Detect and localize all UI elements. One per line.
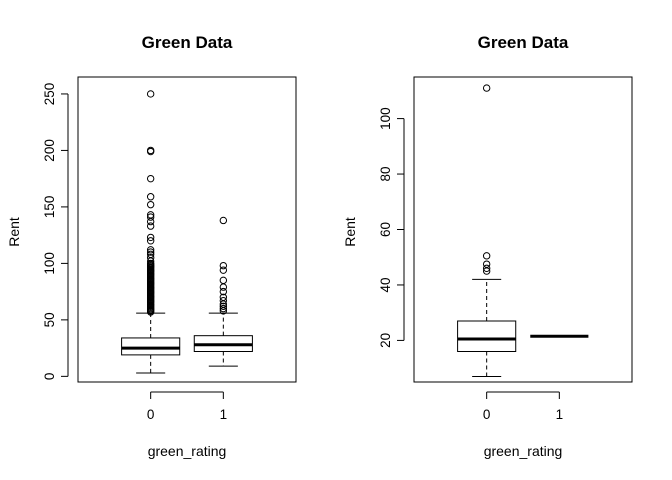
outlier-point bbox=[146, 211, 155, 219]
y-tick-label: 40 bbox=[378, 277, 393, 292]
y-tick-label: 100 bbox=[378, 107, 393, 130]
outlier-point bbox=[219, 304, 228, 313]
y-tick-label: 80 bbox=[378, 167, 393, 182]
outlier-point bbox=[146, 90, 155, 98]
x-tick-label: 0 bbox=[147, 407, 155, 422]
outlier-point bbox=[219, 296, 228, 305]
outlier-point bbox=[219, 293, 228, 301]
y-tick-label: 60 bbox=[378, 222, 393, 237]
outlier-point bbox=[146, 200, 155, 209]
y-axis-label: Rent bbox=[342, 217, 358, 247]
right-boxplot-panel: Green Data green_rating Rent 20 40 60 80 100… bbox=[342, 33, 633, 459]
outlier-point bbox=[146, 246, 155, 254]
outlier-point bbox=[482, 267, 491, 275]
y-tick-label: 250 bbox=[42, 83, 57, 106]
y-tick-label: 50 bbox=[42, 312, 57, 327]
outlier-point bbox=[482, 84, 491, 92]
chart-title: Green Data bbox=[478, 33, 569, 52]
outlier-point bbox=[482, 252, 491, 260]
outlier-point bbox=[482, 264, 491, 273]
outlier-point bbox=[146, 237, 155, 245]
y-tick-label: 150 bbox=[42, 196, 57, 219]
x-axis-label: green_rating bbox=[148, 443, 227, 459]
x-tick-label: 1 bbox=[220, 407, 228, 422]
y-tick-label: 100 bbox=[42, 252, 57, 275]
outlier-point bbox=[146, 174, 155, 183]
left-boxplot-panel: Green Data green_rating Rent 0 50 100 150 20… bbox=[6, 33, 297, 459]
outlier-point bbox=[219, 216, 228, 225]
x-axis-label: green_rating bbox=[484, 443, 563, 459]
outlier-point bbox=[219, 266, 228, 274]
outlier-point bbox=[146, 259, 155, 268]
outlier-point bbox=[146, 146, 155, 155]
outlier-point bbox=[219, 302, 228, 311]
outlier-point bbox=[482, 260, 491, 268]
outlier-point bbox=[146, 222, 155, 230]
outlier-point bbox=[219, 261, 228, 270]
y-axis-label: Rent bbox=[6, 217, 22, 247]
outlier-point bbox=[219, 276, 228, 285]
y-tick-label: 20 bbox=[378, 333, 393, 348]
outlier-point bbox=[146, 193, 155, 201]
outlier-point bbox=[219, 287, 228, 296]
outlier-point bbox=[146, 254, 155, 262]
x-tick-label: 0 bbox=[483, 407, 491, 422]
plot-frame bbox=[413, 76, 633, 383]
y-tick-label: 0 bbox=[42, 373, 57, 381]
outlier-point bbox=[219, 283, 228, 291]
box-iqr bbox=[457, 320, 517, 352]
x-tick-label: 1 bbox=[556, 407, 564, 422]
outlier-point bbox=[146, 233, 155, 242]
box-iqr bbox=[121, 337, 181, 356]
outlier-point bbox=[146, 248, 155, 256]
plot-frame bbox=[77, 76, 297, 383]
y-tick-label: 200 bbox=[42, 139, 57, 162]
chart-title: Green Data bbox=[142, 33, 233, 52]
outlier-point bbox=[146, 250, 155, 259]
outlier-point bbox=[146, 213, 155, 221]
